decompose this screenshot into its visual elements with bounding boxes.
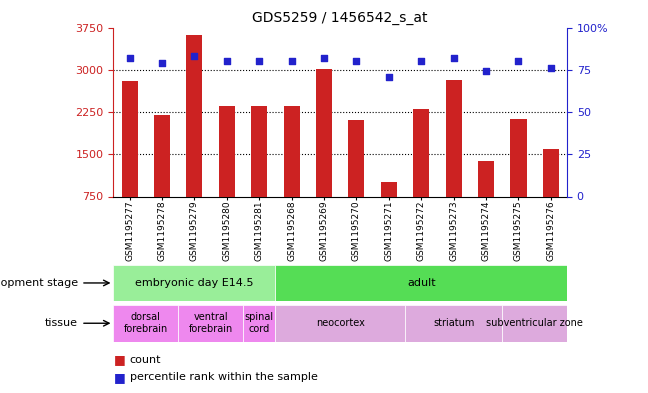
Bar bbox=[510, 119, 526, 196]
Text: subventricular zone: subventricular zone bbox=[486, 318, 583, 328]
Text: embryonic day E14.5: embryonic day E14.5 bbox=[135, 278, 253, 288]
Text: ■: ■ bbox=[113, 371, 125, 384]
Point bbox=[351, 58, 362, 64]
Point bbox=[222, 58, 232, 64]
Bar bbox=[187, 35, 202, 197]
Bar bbox=[542, 149, 559, 196]
Bar bbox=[113, 265, 275, 301]
Text: development stage: development stage bbox=[0, 278, 78, 288]
Point bbox=[319, 55, 329, 61]
Bar bbox=[275, 305, 405, 342]
Bar bbox=[502, 305, 567, 342]
Bar bbox=[380, 182, 397, 196]
Point bbox=[124, 55, 135, 61]
Bar bbox=[251, 107, 267, 196]
Bar bbox=[405, 305, 502, 342]
Point bbox=[384, 73, 394, 80]
Point bbox=[157, 60, 167, 66]
Point bbox=[546, 65, 556, 71]
Bar bbox=[122, 81, 137, 196]
Bar bbox=[348, 120, 364, 196]
Bar bbox=[113, 305, 178, 342]
Bar bbox=[218, 107, 235, 196]
Text: adult: adult bbox=[407, 278, 435, 288]
Text: tissue: tissue bbox=[45, 318, 78, 328]
Point bbox=[513, 58, 524, 64]
Text: count: count bbox=[130, 354, 161, 365]
Bar bbox=[243, 305, 275, 342]
Bar bbox=[316, 69, 332, 196]
Bar bbox=[478, 161, 494, 196]
Point bbox=[189, 53, 200, 59]
Title: GDS5259 / 1456542_s_at: GDS5259 / 1456542_s_at bbox=[253, 11, 428, 25]
Text: neocortex: neocortex bbox=[316, 318, 365, 328]
Bar bbox=[154, 115, 170, 196]
Text: ■: ■ bbox=[113, 353, 125, 366]
Text: dorsal
forebrain: dorsal forebrain bbox=[124, 312, 168, 334]
Point bbox=[254, 58, 264, 64]
Point bbox=[448, 55, 459, 61]
Text: percentile rank within the sample: percentile rank within the sample bbox=[130, 372, 318, 382]
Point bbox=[481, 68, 491, 75]
Bar bbox=[413, 109, 429, 196]
Point bbox=[416, 58, 426, 64]
Text: spinal
cord: spinal cord bbox=[245, 312, 273, 334]
Bar bbox=[446, 80, 461, 196]
Text: striatum: striatum bbox=[433, 318, 474, 328]
Point bbox=[286, 58, 297, 64]
Bar bbox=[275, 265, 567, 301]
Text: ventral
forebrain: ventral forebrain bbox=[189, 312, 233, 334]
Bar bbox=[284, 107, 299, 196]
Bar bbox=[178, 305, 243, 342]
